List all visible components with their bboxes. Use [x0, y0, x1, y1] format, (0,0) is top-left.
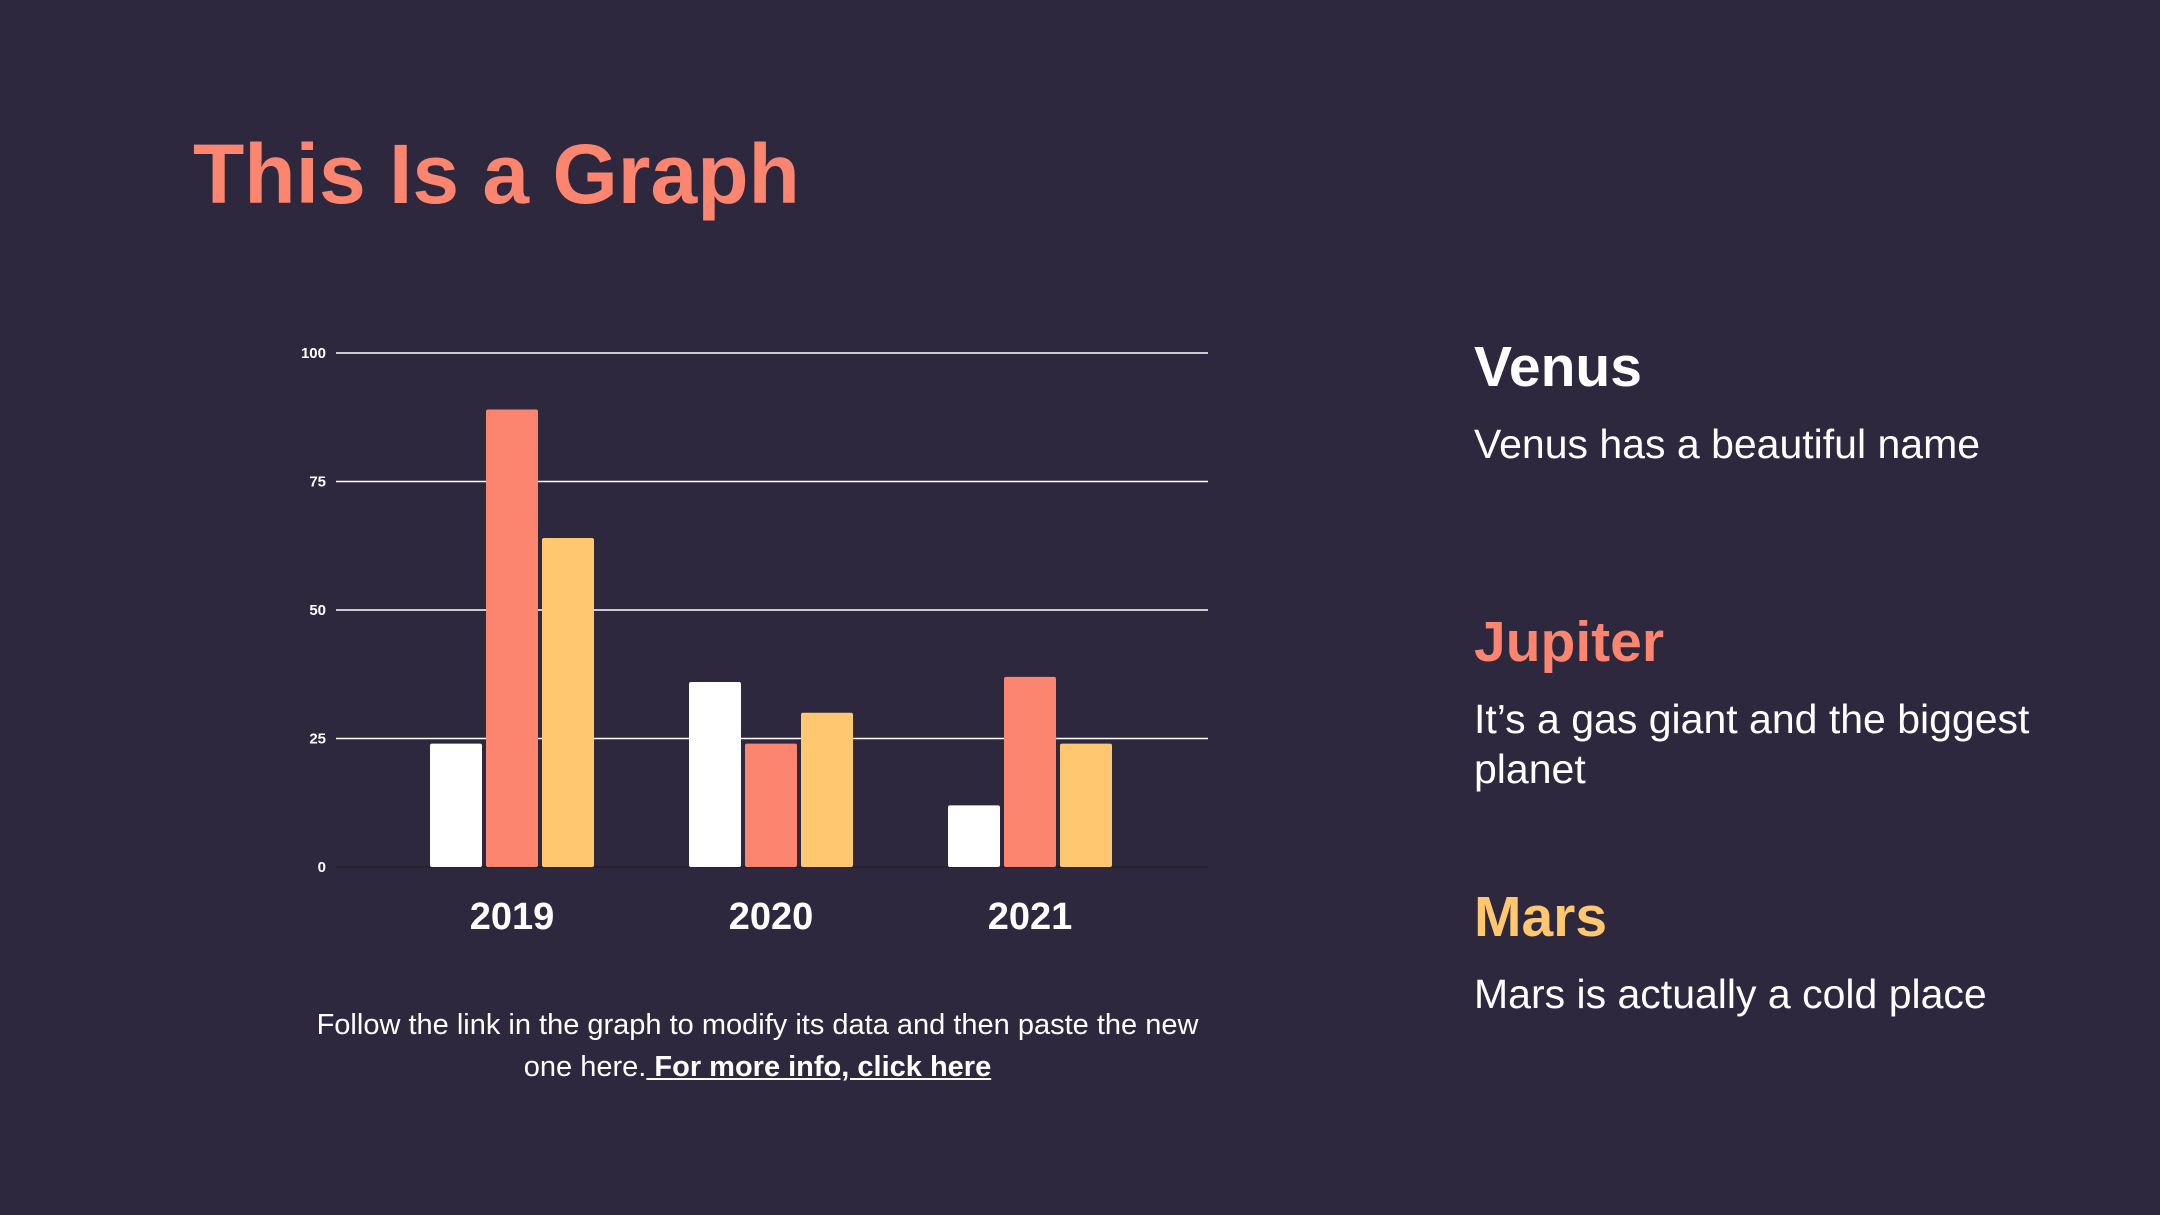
- y-tick-label: 0: [318, 859, 326, 876]
- planet-mars: Mars Mars is actually a cold place: [1474, 886, 2034, 1019]
- x-category-label: 2021: [988, 896, 1073, 938]
- bar-2019-series-3: [542, 538, 594, 867]
- caption-text: Follow the link in the graph to modify i…: [316, 1009, 1199, 1083]
- planet-jupiter: Jupiter It’s a gas giant and the biggest…: [1474, 611, 2034, 794]
- bar-2020-series-1: [689, 681, 741, 867]
- chart-labels: 0 25 50 75 100 2019 2020 2021: [301, 345, 1072, 938]
- planet-mars-description: Mars is actually a cold place: [1474, 970, 1987, 1017]
- planet-venus-name: Venus: [1474, 335, 1642, 399]
- x-category-label: 2019: [470, 896, 555, 938]
- bar-2019-series-2: [486, 409, 538, 867]
- y-tick-label: 25: [309, 731, 326, 748]
- chart-caption: Follow the link in the graph to modify i…: [300, 1004, 1215, 1088]
- bar-2021-series-3: [1060, 743, 1112, 867]
- bar-2021-series-2: [1004, 676, 1056, 867]
- bar-2021-series-1: [948, 805, 1000, 867]
- chart-bars: [430, 409, 1112, 867]
- planet-venus-description: Venus has a beautiful name: [1474, 420, 1981, 467]
- planet-mars-name: Mars: [1474, 885, 1608, 949]
- y-tick-label: 100: [301, 345, 326, 362]
- y-tick-label: 75: [309, 474, 326, 491]
- y-tick-label: 50: [309, 602, 326, 619]
- more-info-link[interactable]: For more info, click here: [646, 1051, 992, 1083]
- page-title: This Is a Graph: [193, 127, 800, 221]
- planet-jupiter-description: It’s a gas giant and the biggest planet: [1474, 695, 2030, 792]
- bar-2020-series-3: [801, 712, 853, 867]
- bar-2019-series-1: [430, 743, 482, 867]
- x-category-label: 2020: [729, 896, 814, 938]
- planet-jupiter-name: Jupiter: [1474, 610, 1665, 674]
- bar-2020-series-2: [745, 743, 797, 867]
- planet-venus: Venus Venus has a beautiful name: [1474, 336, 2034, 469]
